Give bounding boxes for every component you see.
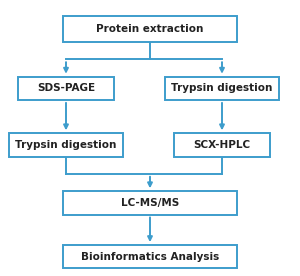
FancyBboxPatch shape: [63, 16, 237, 42]
Text: Protein extraction: Protein extraction: [96, 24, 204, 34]
FancyBboxPatch shape: [174, 133, 270, 157]
Text: Trypsin digestion: Trypsin digestion: [15, 140, 117, 150]
FancyBboxPatch shape: [165, 76, 279, 100]
Text: SDS-PAGE: SDS-PAGE: [37, 83, 95, 93]
FancyBboxPatch shape: [18, 76, 114, 100]
FancyBboxPatch shape: [63, 245, 237, 268]
Text: LC-MS/MS: LC-MS/MS: [121, 198, 179, 208]
FancyBboxPatch shape: [9, 133, 123, 157]
Text: SCX-HPLC: SCX-HPLC: [194, 140, 250, 150]
Text: Trypsin digestion: Trypsin digestion: [171, 83, 273, 93]
FancyBboxPatch shape: [63, 191, 237, 215]
Text: Bioinformatics Analysis: Bioinformatics Analysis: [81, 252, 219, 262]
